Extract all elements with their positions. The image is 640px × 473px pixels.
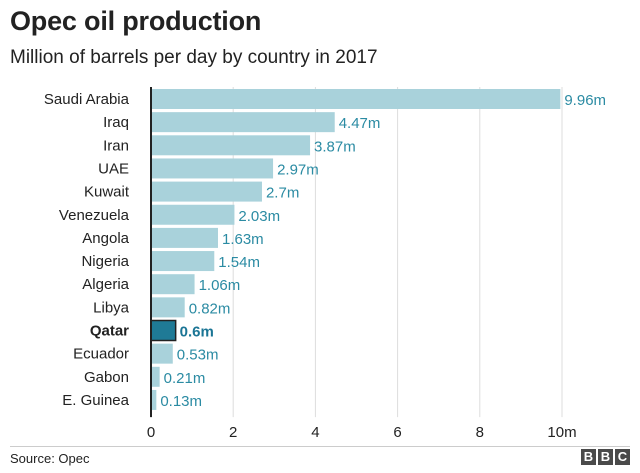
x-tick-label: 2 xyxy=(229,424,237,441)
x-tick-label: 0 xyxy=(147,424,155,441)
category-label: Qatar xyxy=(90,323,129,340)
category-label: Algeria xyxy=(82,276,129,293)
value-label: 0.13m xyxy=(160,393,202,410)
value-label: 2.7m xyxy=(266,185,299,202)
category-label: Ecuador xyxy=(73,346,129,363)
footer-divider xyxy=(10,446,630,447)
value-label: 0.82m xyxy=(189,300,231,317)
value-label: 1.63m xyxy=(222,231,264,248)
bbc-logo: B B C xyxy=(581,449,630,465)
source-note: Source: Opec xyxy=(10,451,90,466)
category-label: Libya xyxy=(93,299,130,316)
category-label: Gabon xyxy=(84,369,129,386)
bar xyxy=(151,297,185,318)
value-label: 0.6m xyxy=(180,324,214,341)
bbc-logo-letter: B xyxy=(581,449,596,465)
category-label: Kuwait xyxy=(84,184,130,201)
value-label: 2.97m xyxy=(277,161,319,178)
bar xyxy=(151,389,157,410)
value-label: 2.03m xyxy=(238,208,280,225)
gridlines xyxy=(232,87,563,418)
bar xyxy=(151,158,274,179)
bar-highlight xyxy=(150,319,177,342)
bar xyxy=(151,135,311,156)
category-label: Iran xyxy=(103,137,129,154)
value-label: 1.54m xyxy=(218,254,260,271)
value-label: 4.47m xyxy=(339,115,381,132)
bar xyxy=(151,227,218,248)
bar-chart: 9.96m 4.47m 3.87m 2.97m 2.7m 2.03m 1.63m 1.54m 1… xyxy=(44,87,606,441)
axis: 0 2 4 6 8 10m Saudi Arabia Iraq Iran UAE Kuwait Ven… xyxy=(44,87,577,441)
category-label: Angola xyxy=(82,230,129,247)
bar xyxy=(151,181,262,202)
bars: 9.96m 4.47m 3.87m 2.97m 2.7m 2.03m 1.63m 1.54m 1… xyxy=(150,89,606,410)
bbc-logo-letter: C xyxy=(615,449,630,465)
x-tick-label: 6 xyxy=(393,424,401,441)
category-label: Venezuela xyxy=(59,207,130,224)
value-label: 3.87m xyxy=(314,138,356,155)
bar xyxy=(151,343,173,364)
chart-title: Opec oil production xyxy=(10,6,262,36)
bar xyxy=(151,204,235,225)
category-label: Saudi Arabia xyxy=(44,91,130,108)
bbc-logo-letter: B xyxy=(598,449,613,465)
value-label: 0.53m xyxy=(177,347,219,364)
bar xyxy=(151,366,160,387)
value-label: 1.06m xyxy=(199,277,241,294)
category-label: UAE xyxy=(98,160,129,177)
category-label: Nigeria xyxy=(81,253,129,270)
value-label: 9.96m xyxy=(564,92,606,109)
bar xyxy=(151,89,561,109)
bar xyxy=(151,274,195,295)
x-tick-label: 8 xyxy=(476,424,484,441)
bar xyxy=(151,251,215,272)
category-label: E. Guinea xyxy=(62,392,129,409)
x-tick-label: 4 xyxy=(311,424,319,441)
category-label: Iraq xyxy=(103,114,129,131)
value-label: 0.21m xyxy=(164,370,206,387)
x-tick-label: 10m xyxy=(547,424,576,441)
bar xyxy=(151,112,335,133)
chart-subtitle: Million of barrels per day by country in… xyxy=(10,47,378,68)
